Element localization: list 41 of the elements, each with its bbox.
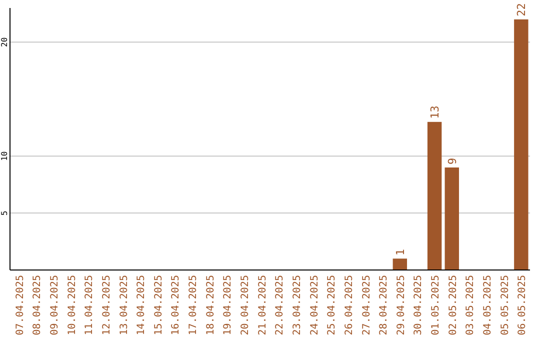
x-tick-label: 16.04.2025 (170, 275, 182, 336)
y-tick-label: 5 (0, 210, 9, 216)
x-tick-label: 12.04.2025 (101, 275, 112, 336)
bar (392, 258, 408, 270)
x-tick-label: 11.04.2025 (84, 275, 96, 336)
data-label: 13 (428, 106, 442, 119)
data-label: 1 (394, 248, 407, 256)
bar (444, 167, 459, 270)
x-tick-label: 14.04.2025 (136, 275, 148, 336)
x-tick-label: 15.04.2025 (153, 275, 164, 336)
x-tick-label: 28.04.2025 (378, 275, 390, 336)
x-tick-label: 25.04.2025 (326, 275, 338, 336)
x-tick-label: 02.05.2025 (448, 275, 459, 336)
x-tick-label: 03.05.2025 (465, 275, 476, 336)
x-tick-label: 26.04.2025 (344, 275, 355, 336)
x-tick-label: 19.04.2025 (222, 275, 234, 336)
y-tick-label: 20 (0, 37, 9, 47)
x-tick-label: 04.05.2025 (482, 275, 494, 336)
data-label: 22 (515, 3, 528, 16)
x-tick-label: 01.05.2025 (430, 275, 442, 336)
x-tick-label: 23.04.2025 (292, 275, 303, 336)
x-tick-label: 10.04.2025 (66, 275, 78, 336)
x-tick-label: 22.04.2025 (274, 275, 286, 336)
bar (427, 122, 442, 270)
x-tick-label: 20.04.2025 (240, 275, 252, 336)
x-tick-label: 18.04.2025 (205, 275, 216, 336)
x-tick-label: 21.04.2025 (257, 275, 268, 336)
x-tick-label: 08.04.2025 (32, 275, 44, 336)
x-tick-label: 29.04.2025 (396, 275, 407, 336)
x-tick-label: 13.04.2025 (118, 275, 130, 336)
y-tick-label: 10 (0, 151, 9, 161)
x-tick-label: 07.04.2025 (14, 275, 26, 336)
data-label: 9 (446, 158, 459, 164)
x-tick-label: 24.04.2025 (309, 275, 320, 336)
x-tick-label: 09.04.2025 (49, 275, 60, 336)
x-tick-label: 27.04.2025 (361, 275, 372, 336)
x-tick-label: 05.05.2025 (500, 275, 511, 336)
bar (514, 19, 528, 270)
x-tick-label: 06.05.2025 (517, 275, 528, 336)
x-tick-label: 30.04.2025 (413, 275, 424, 336)
x-tick-label: 17.04.2025 (188, 275, 200, 336)
